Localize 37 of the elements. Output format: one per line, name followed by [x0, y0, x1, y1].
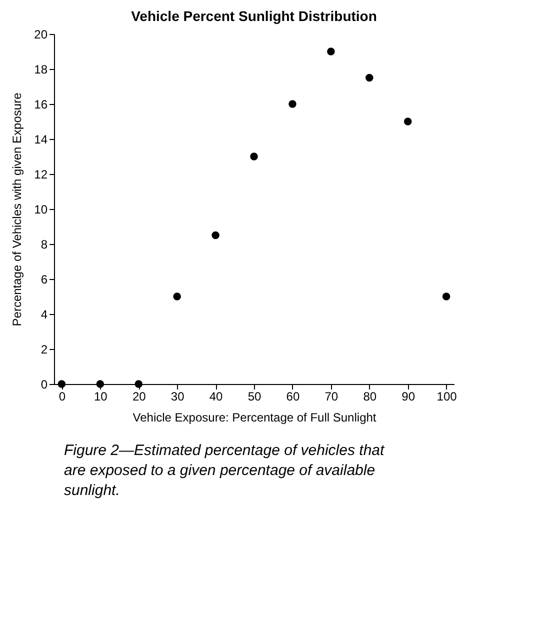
point: [442, 292, 450, 300]
x-tick-label: 20: [132, 390, 146, 404]
x-tick-label: 60: [286, 390, 300, 404]
y-tick-label: 18: [34, 62, 48, 76]
x-tick-label: 30: [170, 390, 185, 404]
y-tick-label: 16: [34, 98, 48, 112]
y-tick-label: 4: [40, 308, 48, 322]
y-axis-title: Percentage of Vehicles with given Exposure: [10, 92, 24, 326]
point: [96, 380, 104, 388]
chart-title: Vehicle Percent Sunlight Distribution: [131, 8, 377, 24]
x-tick-label: 90: [402, 390, 416, 404]
point: [173, 292, 181, 300]
x-axis-title: Vehicle Exposure: Percentage of Full Sunlight: [132, 410, 377, 424]
x-tick-label: 100: [436, 390, 458, 404]
x-tick-label: 0: [58, 390, 66, 404]
point: [288, 100, 296, 108]
point: [58, 380, 66, 388]
point: [212, 231, 220, 240]
x-tick-label: 10: [94, 390, 108, 404]
y-tick-label: 0: [40, 378, 48, 392]
y-tick-label: 8: [40, 238, 48, 252]
x-tick-label: 40: [209, 390, 224, 404]
y-tick-label: 6: [40, 272, 48, 286]
point: [134, 380, 142, 388]
y-tick-label: 2: [40, 342, 48, 356]
caption: Figure 2—Estimated percentage of vehicles that are exposed to a given percentage of available sunlight.: [64, 442, 386, 499]
point: [327, 48, 335, 56]
x-tick-label: 70: [324, 390, 338, 404]
point: [366, 74, 374, 82]
point: [250, 152, 258, 160]
x-tick-label: 50: [248, 390, 262, 404]
x-tick-label: 80: [363, 390, 377, 404]
y-tick-label: 10: [34, 202, 48, 216]
y-tick-label: 20: [34, 28, 48, 42]
y-tick-label: 14: [34, 132, 48, 146]
y-tick-label: 12: [34, 168, 48, 182]
point: [404, 118, 412, 126]
